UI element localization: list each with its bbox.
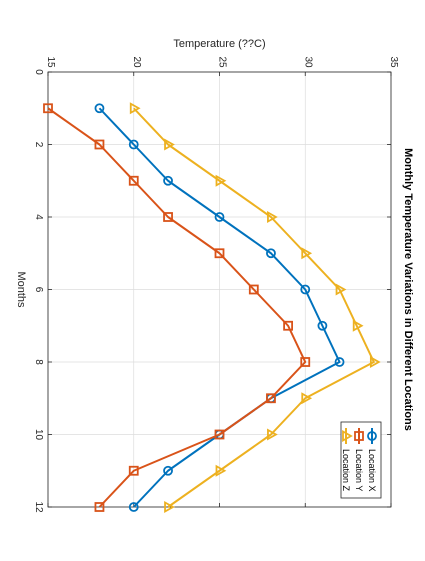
data-point [352, 319, 364, 332]
y-tick-label: 25 [217, 56, 228, 68]
data-point [300, 357, 311, 367]
data-point [367, 431, 377, 441]
data-point [335, 283, 347, 296]
y-axis-label: Temperature (??C) [173, 38, 265, 50]
data-point [163, 212, 173, 222]
data-point [163, 465, 173, 476]
legend-entry: Location X [367, 428, 377, 492]
series-line [133, 107, 375, 508]
series-location-z [129, 102, 381, 514]
y-tick-label: 20 [131, 56, 142, 68]
data-point [267, 210, 278, 224]
x-axis-label: Months [15, 271, 27, 308]
data-point [283, 320, 294, 331]
data-point [266, 393, 276, 404]
legend-label: Location X [367, 449, 377, 492]
data-point [301, 247, 313, 260]
x-tick-label: 2 [33, 142, 44, 148]
data-point [215, 464, 227, 477]
series-layer [43, 102, 381, 514]
data-point [94, 139, 105, 150]
legend-entry: Location Z [341, 428, 353, 492]
y-tick-label: 30 [302, 56, 313, 68]
legend-label: Location Z [341, 449, 351, 492]
series-location-y [43, 103, 311, 512]
data-point [369, 355, 381, 369]
chart-title: Monthly Temperature Variations in Differ… [402, 148, 414, 431]
data-point [128, 175, 139, 186]
data-point [94, 502, 105, 512]
data-point [248, 284, 259, 295]
data-point [163, 175, 173, 186]
data-point [214, 248, 225, 259]
data-point [266, 248, 276, 259]
data-point [129, 102, 141, 115]
data-point [342, 429, 353, 443]
legend-label: Location Y [354, 449, 364, 491]
data-point [94, 103, 105, 114]
y-tick-label: 35 [388, 56, 399, 68]
x-tick-label: 8 [33, 359, 44, 365]
data-point [128, 465, 139, 476]
data-point [164, 500, 175, 514]
data-point [215, 174, 227, 187]
x-tick-label: 4 [33, 214, 44, 220]
y-tick-label: 15 [45, 56, 56, 68]
x-tick-label: 0 [33, 69, 44, 75]
data-point [43, 103, 53, 114]
data-point [164, 138, 175, 151]
data-point [267, 428, 278, 441]
data-point [128, 139, 139, 150]
data-point [214, 212, 225, 222]
x-tick-label: 10 [33, 429, 44, 441]
ticks: 0 2 4 6 8 10 12 15 20 25 30 35 [33, 56, 399, 513]
data-point [354, 431, 364, 441]
data-point [128, 502, 139, 512]
data-point [317, 320, 328, 331]
legend-entry: Location Y [354, 428, 364, 491]
data-point [301, 392, 313, 405]
data-point [300, 284, 311, 295]
series-line [47, 107, 307, 508]
series-line [98, 107, 341, 508]
x-tick-label: 6 [33, 287, 44, 293]
data-point [214, 429, 225, 440]
x-tick-label: 12 [33, 501, 44, 513]
data-point [334, 357, 345, 367]
